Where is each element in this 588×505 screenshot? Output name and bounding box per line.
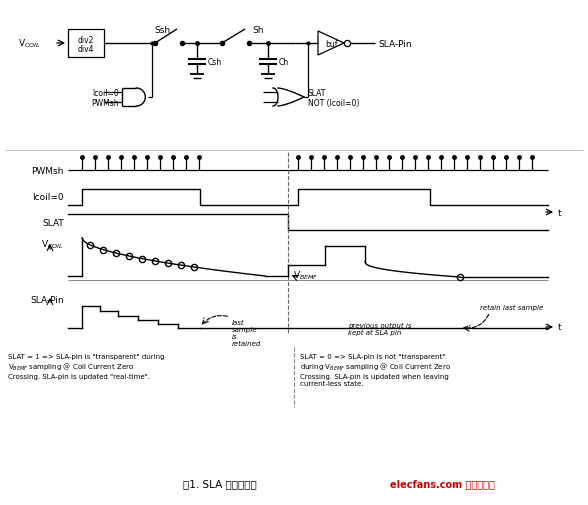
Text: Icoil=0: Icoil=0 — [32, 193, 64, 202]
Text: retain last sample: retain last sample — [480, 305, 543, 311]
Text: buf: buf — [325, 39, 338, 48]
Text: Csh: Csh — [208, 58, 222, 66]
Text: PWMsh: PWMsh — [91, 98, 119, 107]
Text: t: t — [558, 208, 562, 217]
Text: div4: div4 — [78, 44, 94, 54]
Text: Ssh: Ssh — [154, 25, 170, 34]
Text: Sh: Sh — [252, 25, 264, 34]
Text: last
sample
is
retained: last sample is retained — [232, 319, 262, 346]
Text: Icoil=0: Icoil=0 — [92, 88, 119, 97]
Text: V$_{BEMF}$: V$_{BEMF}$ — [293, 269, 319, 282]
Text: NOT (Icoil=0): NOT (Icoil=0) — [308, 98, 359, 107]
Text: PWMsh: PWMsh — [32, 166, 64, 175]
Text: 图1. SLA 引脚时序图: 图1. SLA 引脚时序图 — [183, 478, 257, 488]
Text: t: t — [558, 323, 562, 332]
Text: previous output is
kept at SLA pin: previous output is kept at SLA pin — [348, 322, 412, 336]
Text: V$_{COIL}$: V$_{COIL}$ — [41, 238, 64, 250]
Text: V$_{COIL}$: V$_{COIL}$ — [18, 38, 41, 50]
Text: SLAT = 0 => SLA-pin is not "transparent"
during V$_{BEMF}$ sampling @ Coil Curre: SLAT = 0 => SLA-pin is not "transparent"… — [300, 354, 451, 386]
Text: SLA-Pin: SLA-Pin — [378, 39, 412, 48]
Text: SLAT = 1 => SLA-pin is "transparent" during
V$_{BEMF}$ sampling @ Coil Current Z: SLAT = 1 => SLA-pin is "transparent" dur… — [8, 354, 165, 379]
Bar — [68, 30, 104, 58]
Text: Ch: Ch — [279, 58, 289, 66]
Text: SLAT: SLAT — [308, 88, 326, 97]
Text: elecfans.com 电子发烧友: elecfans.com 电子发烧友 — [390, 478, 495, 488]
Text: SLA-Pin: SLA-Pin — [31, 295, 64, 305]
Text: SLAT: SLAT — [42, 218, 64, 227]
Text: div2: div2 — [78, 35, 94, 44]
